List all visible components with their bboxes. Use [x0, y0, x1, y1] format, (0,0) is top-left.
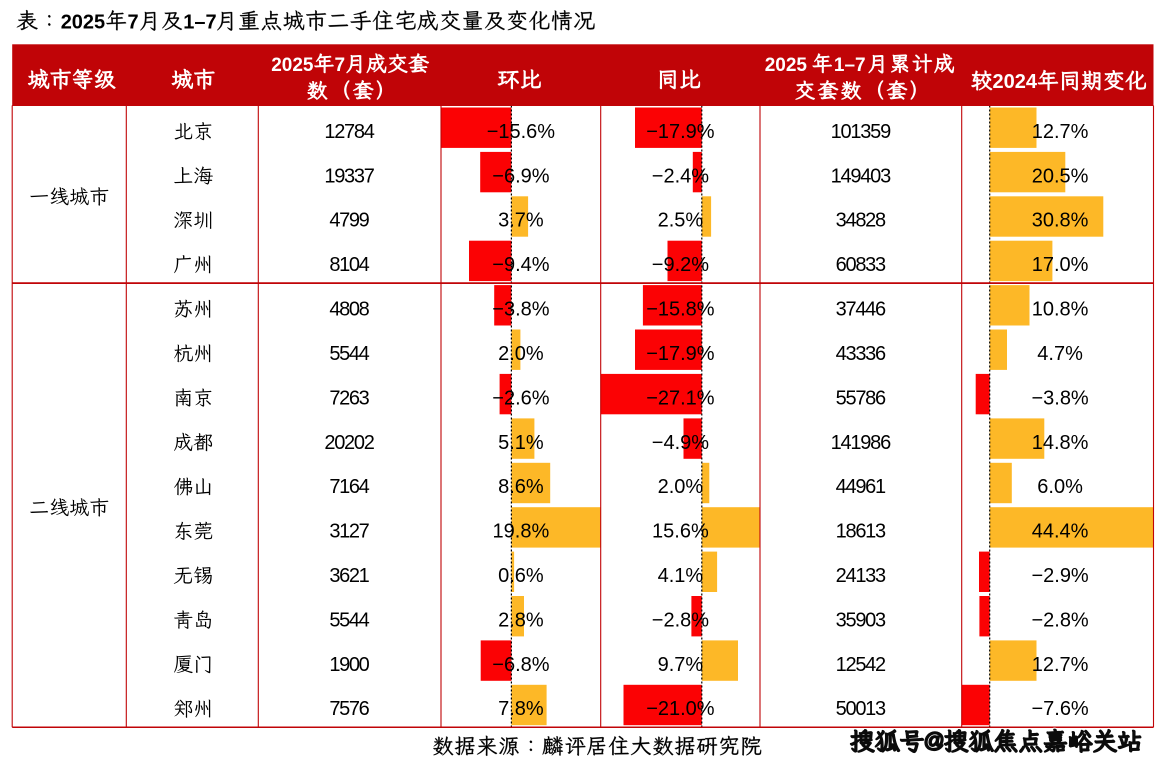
- svg-text:5544: 5544: [329, 609, 369, 631]
- svg-text:−3.8%: −3.8%: [492, 299, 549, 321]
- svg-text:−15.8%: −15.8%: [646, 299, 715, 321]
- svg-text:1–7: 1–7: [183, 11, 216, 33]
- svg-text:−2.8%: −2.8%: [1031, 609, 1088, 631]
- svg-text:2.0%: 2.0%: [658, 476, 704, 498]
- svg-text:149403: 149403: [831, 165, 892, 187]
- svg-text:4.7%: 4.7%: [1037, 343, 1083, 365]
- svg-text:1–7: 1–7: [834, 55, 866, 76]
- svg-text:35903: 35903: [836, 609, 887, 631]
- svg-text:20202: 20202: [324, 432, 375, 454]
- svg-text:8.6%: 8.6%: [498, 476, 544, 498]
- svg-text:3127: 3127: [329, 521, 369, 543]
- svg-text:−2.9%: −2.9%: [1031, 565, 1088, 587]
- svg-text:44.4%: 44.4%: [1032, 521, 1089, 543]
- svg-text:−4.9%: −4.9%: [652, 432, 709, 454]
- svg-text:6.0%: 6.0%: [1037, 476, 1083, 498]
- svg-text:4.1%: 4.1%: [658, 565, 704, 587]
- svg-text:2.8%: 2.8%: [498, 609, 544, 631]
- svg-text:−15.6%: −15.6%: [487, 121, 556, 143]
- svg-text:7: 7: [128, 11, 139, 33]
- svg-text:19.8%: 19.8%: [493, 521, 550, 543]
- svg-text:−6.9%: −6.9%: [492, 165, 549, 187]
- svg-text:24133: 24133: [836, 565, 887, 587]
- svg-text:141986: 141986: [831, 432, 892, 454]
- svg-text:−9.4%: −9.4%: [492, 254, 549, 276]
- svg-text:12542: 12542: [836, 654, 887, 676]
- svg-text:15.6%: 15.6%: [652, 521, 709, 543]
- svg-text:19337: 19337: [324, 165, 375, 187]
- svg-text:3621: 3621: [329, 565, 369, 587]
- svg-text:43336: 43336: [836, 343, 887, 365]
- svg-text:−27.1%: −27.1%: [646, 387, 715, 409]
- svg-text:12.7%: 12.7%: [1032, 654, 1089, 676]
- svg-text:5544: 5544: [329, 343, 369, 365]
- svg-text:101359: 101359: [831, 121, 892, 143]
- svg-text:17.0%: 17.0%: [1032, 254, 1089, 276]
- svg-text:9.7%: 9.7%: [658, 654, 704, 676]
- svg-text:55786: 55786: [836, 387, 887, 409]
- svg-text:34828: 34828: [836, 210, 887, 232]
- svg-text:2.5%: 2.5%: [658, 210, 704, 232]
- svg-text:44961: 44961: [836, 476, 887, 498]
- svg-text:−21.0%: −21.0%: [646, 698, 715, 720]
- svg-text:−6.8%: −6.8%: [492, 654, 549, 676]
- svg-text:14.8%: 14.8%: [1032, 432, 1089, 454]
- svg-text:12.7%: 12.7%: [1032, 121, 1089, 143]
- svg-text:−3.8%: −3.8%: [1031, 387, 1088, 409]
- svg-text:60833: 60833: [836, 254, 887, 276]
- svg-text:1900: 1900: [329, 654, 369, 676]
- svg-text:7.8%: 7.8%: [498, 698, 544, 720]
- svg-text:7263: 7263: [329, 387, 369, 409]
- svg-text:4799: 4799: [329, 210, 369, 232]
- svg-text:2025: 2025: [271, 55, 314, 76]
- svg-text:−17.9%: −17.9%: [646, 121, 715, 143]
- svg-text:3.7%: 3.7%: [498, 210, 544, 232]
- svg-text:−9.2%: −9.2%: [652, 254, 709, 276]
- svg-text:−17.9%: −17.9%: [646, 343, 715, 365]
- svg-text:8104: 8104: [329, 254, 369, 276]
- svg-text:2024: 2024: [993, 71, 1038, 93]
- svg-text:20.5%: 20.5%: [1032, 165, 1089, 187]
- svg-text:2025: 2025: [765, 55, 808, 76]
- svg-text:30.8%: 30.8%: [1032, 210, 1089, 232]
- svg-text:7576: 7576: [329, 698, 369, 720]
- svg-text:5.1%: 5.1%: [498, 432, 544, 454]
- svg-text:10.8%: 10.8%: [1032, 299, 1089, 321]
- svg-text:−7.6%: −7.6%: [1031, 698, 1088, 720]
- svg-text:7: 7: [335, 55, 346, 76]
- svg-text:37446: 37446: [836, 299, 887, 321]
- svg-text:2025: 2025: [61, 11, 105, 33]
- svg-text:2.0%: 2.0%: [498, 343, 544, 365]
- svg-text:−2.8%: −2.8%: [652, 609, 709, 631]
- svg-text:18613: 18613: [836, 521, 887, 543]
- svg-text:7164: 7164: [329, 476, 369, 498]
- svg-text:−2.6%: −2.6%: [492, 387, 549, 409]
- svg-text:4808: 4808: [329, 299, 369, 321]
- svg-text:0.6%: 0.6%: [498, 565, 544, 587]
- svg-text:−2.4%: −2.4%: [652, 165, 709, 187]
- svg-text:12784: 12784: [324, 121, 375, 143]
- svg-text:50013: 50013: [836, 698, 887, 720]
